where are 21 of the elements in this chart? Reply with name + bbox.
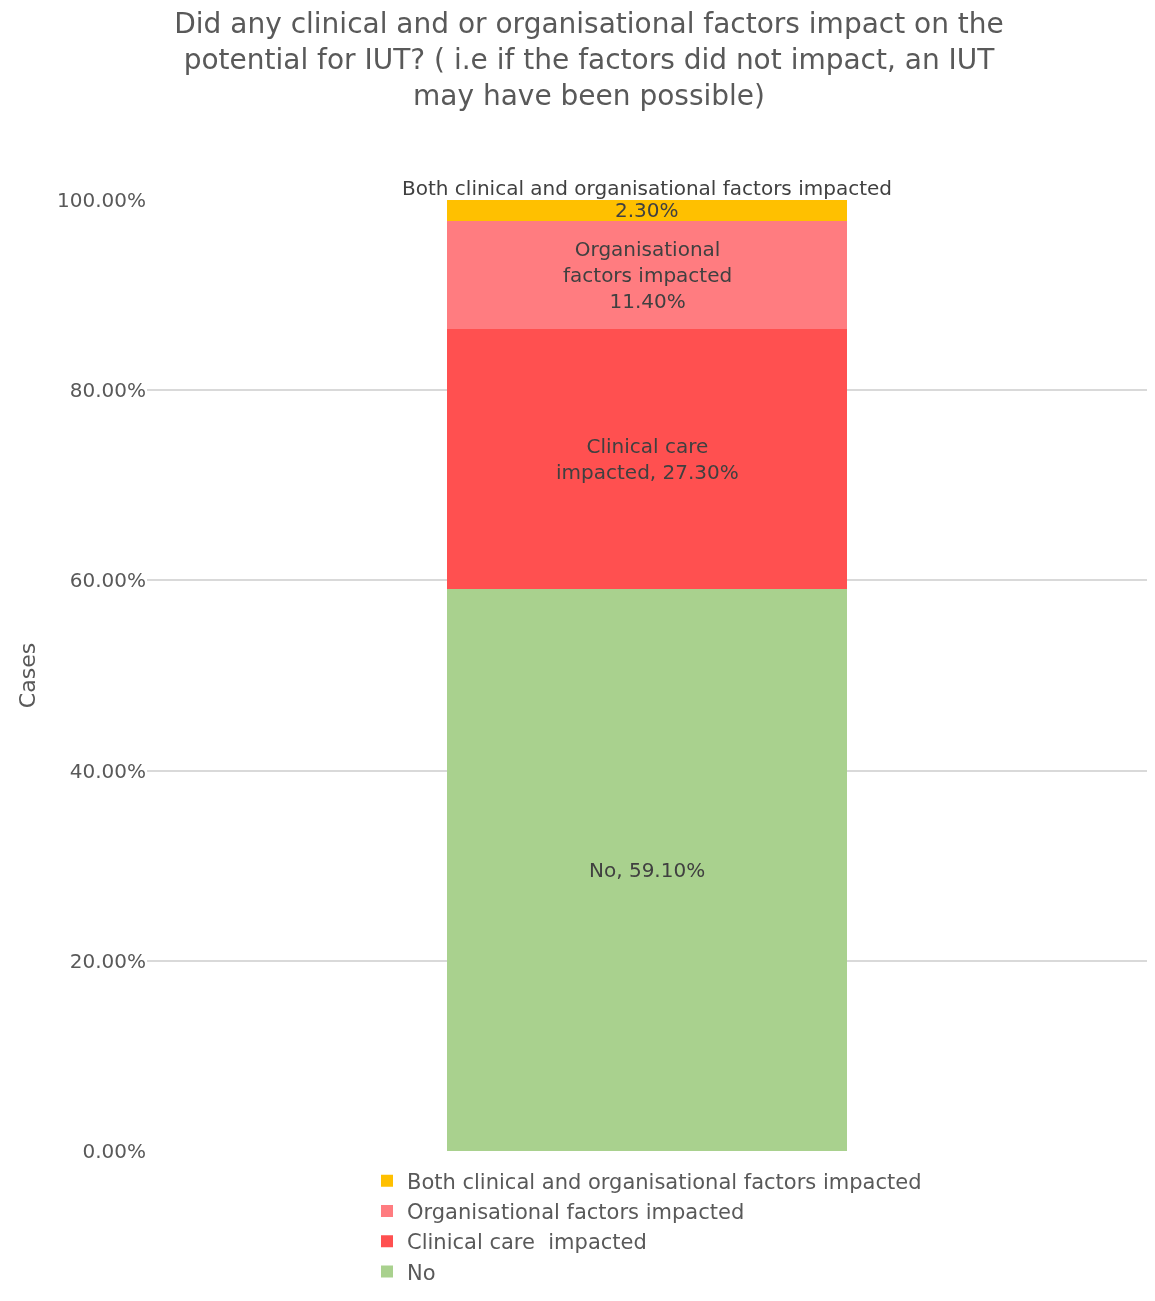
y-tick-label: 20.00% bbox=[69, 948, 146, 973]
chart-title: Did any clinical and or organisational factors impact on the potential for IUT? ( i.e if the factors did not impact, an IUT may have been possible) bbox=[174, 6, 1004, 113]
bar bbox=[447, 200, 847, 221]
legend-label: Both clinical and organisational factors impacted bbox=[407, 1169, 922, 1194]
data-label: 2.30% bbox=[615, 198, 679, 222]
bar bbox=[447, 220, 847, 330]
bar bbox=[447, 329, 847, 589]
y-tick-label: 60.00% bbox=[69, 568, 146, 593]
y-axis-title: Cases bbox=[14, 642, 40, 709]
legend-label: No bbox=[407, 1260, 436, 1285]
data-label: Organisational factors impacted 11.40% bbox=[563, 237, 733, 313]
legend-label: Clinical care impacted bbox=[407, 1230, 647, 1255]
y-tick-label: 40.00% bbox=[69, 758, 146, 783]
y-tick-label: 100.00% bbox=[57, 188, 146, 212]
bar bbox=[447, 588, 847, 1151]
y-tick-label: 0.00% bbox=[82, 1139, 146, 1163]
legend-label: Organisational factors impacted bbox=[407, 1200, 745, 1225]
y-tick-label: 80.00% bbox=[69, 378, 146, 403]
annotation: Both clinical and organisational factors impacted bbox=[402, 176, 892, 200]
data-label: No, 59.10% bbox=[589, 858, 706, 882]
data-label: Clinical care impacted, 27.30% bbox=[556, 434, 739, 484]
